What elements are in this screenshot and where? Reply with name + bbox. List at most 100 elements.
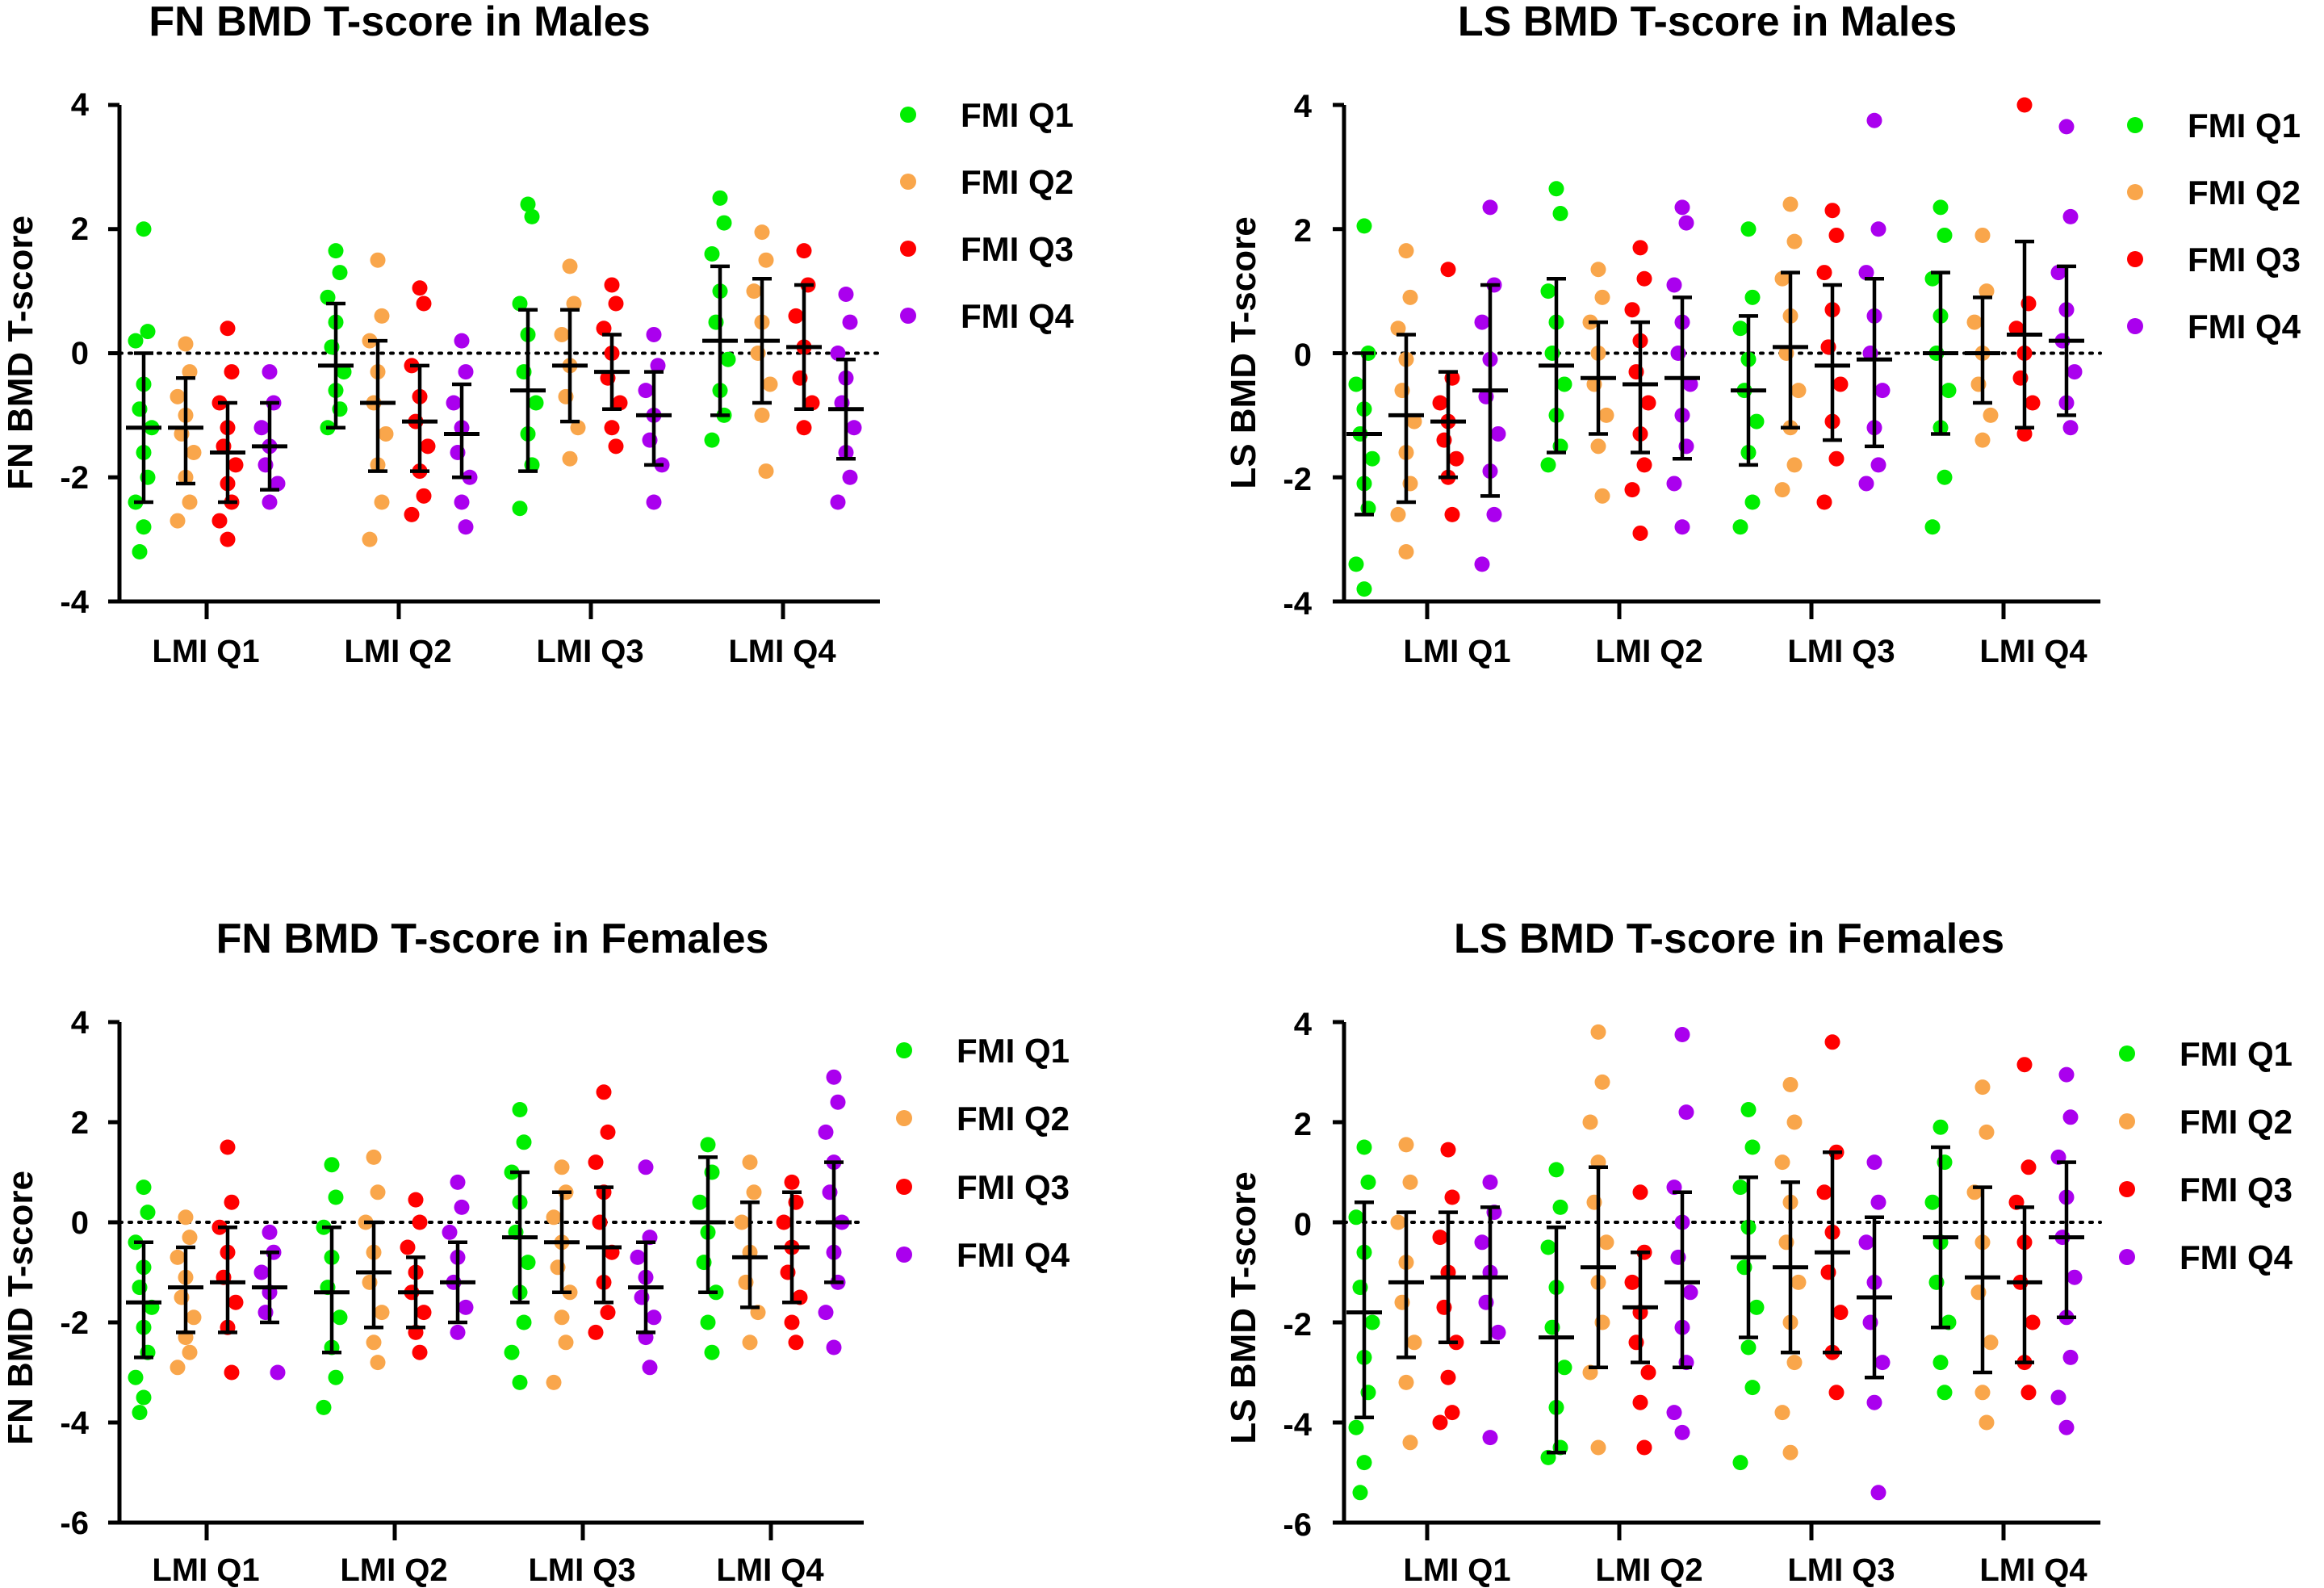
data-point <box>1440 1369 1456 1385</box>
data-point <box>1974 1385 1991 1401</box>
legend-label-fmi-q2: FMI Q2 <box>2188 174 2301 212</box>
data-point <box>1870 1194 1886 1210</box>
data-point <box>1682 376 1698 392</box>
data-point <box>1870 221 1886 237</box>
data-point <box>1448 450 1464 467</box>
data-point <box>408 1192 424 1208</box>
y-tick-label: 2 <box>71 212 89 247</box>
data-point <box>328 1369 344 1385</box>
data-point <box>1740 221 1757 237</box>
data-point <box>416 295 432 312</box>
data-point <box>370 1355 386 1371</box>
data-point <box>720 351 736 367</box>
data-point <box>554 326 570 342</box>
data-point <box>2025 1314 2041 1330</box>
data-point <box>1486 506 1502 522</box>
data-point <box>520 196 536 212</box>
data-point <box>1556 1360 1572 1376</box>
data-point <box>328 243 344 259</box>
data-point <box>1932 1355 1949 1371</box>
data-point <box>700 1314 716 1330</box>
legend-label-fmi-q1: FMI Q1 <box>957 1032 1070 1070</box>
data-point <box>1979 283 1995 300</box>
y-axis-label: LS BMD T-score <box>1224 1171 1263 1443</box>
data-point <box>454 494 470 510</box>
x-tick-label: LMI Q1 <box>1403 1552 1510 1588</box>
x-tick-label: LMI Q4 <box>716 1552 824 1588</box>
data-point <box>182 494 198 510</box>
data-point <box>1440 262 1456 278</box>
chart-title: LS BMD T-score in Males <box>1458 0 1957 45</box>
data-point <box>1774 270 1790 287</box>
x-tick-label: LMI Q4 <box>1979 634 2087 669</box>
data-point <box>324 1157 340 1173</box>
data-point <box>1828 227 1845 243</box>
data-point <box>784 1174 800 1190</box>
data-point <box>646 494 662 510</box>
data-point <box>630 1249 646 1265</box>
chart-title: LS BMD T-score in Females <box>1454 916 2004 962</box>
data-point <box>2062 1349 2079 1365</box>
data-point <box>1732 321 1748 337</box>
y-tick-label: -6 <box>60 1506 89 1541</box>
data-point <box>734 1214 750 1230</box>
data-point <box>1983 1335 1999 1351</box>
data-point <box>186 1309 202 1326</box>
data-point <box>1828 450 1845 467</box>
data-point <box>788 1335 804 1351</box>
data-point <box>458 364 474 380</box>
legend-label-fmi-q1: FMI Q1 <box>2188 107 2301 145</box>
data-point <box>754 407 770 423</box>
data-point <box>2058 1419 2075 1435</box>
data-point <box>746 1184 762 1200</box>
data-point <box>416 1305 432 1321</box>
data-point <box>1636 1439 1652 1456</box>
data-point <box>650 358 666 374</box>
data-point <box>1364 1314 1380 1330</box>
data-point <box>562 450 578 467</box>
data-point <box>1398 544 1414 559</box>
y-tick-label: -2 <box>1283 1307 1312 1343</box>
data-point <box>1782 196 1798 212</box>
data-point <box>746 283 762 300</box>
data-point <box>1937 227 1953 243</box>
y-tick-label: 4 <box>71 87 90 123</box>
data-point <box>1874 383 1891 399</box>
x-tick-label: LMI Q3 <box>1787 1552 1895 1588</box>
data-point <box>826 1069 842 1085</box>
data-point <box>1474 314 1490 330</box>
data-point <box>646 1309 662 1326</box>
data-point <box>1924 519 1941 535</box>
y-axis-label: FN BMD T-score <box>1 216 40 490</box>
data-point <box>1744 494 1761 510</box>
data-point <box>608 438 624 455</box>
data-point <box>830 494 846 510</box>
y-tick-label: 2 <box>1294 1107 1312 1142</box>
data-point <box>454 333 470 349</box>
data-point <box>1937 469 1953 485</box>
data-point <box>1640 395 1656 411</box>
data-point <box>1552 1199 1568 1215</box>
data-point <box>1828 1385 1845 1401</box>
data-point <box>2008 321 2025 337</box>
data-point <box>262 364 278 380</box>
data-point <box>712 190 728 206</box>
data-point <box>1548 181 1564 197</box>
y-tick-label: -4 <box>60 585 89 620</box>
x-tick-label: LMI Q1 <box>1403 634 1510 669</box>
data-point <box>638 383 654 399</box>
y-tick-label: 0 <box>1294 337 1312 373</box>
data-point <box>562 258 578 274</box>
legend-marker <box>900 308 916 324</box>
data-point <box>270 1364 286 1381</box>
data-point <box>758 463 774 480</box>
data-point <box>253 1264 270 1280</box>
data-point <box>224 1364 240 1381</box>
data-point <box>1356 581 1372 597</box>
data-point <box>412 280 428 296</box>
data-point <box>262 494 278 510</box>
legend-marker <box>2127 251 2143 267</box>
data-point <box>2062 208 2079 224</box>
data-point <box>742 1154 758 1171</box>
data-point <box>1552 206 1568 222</box>
